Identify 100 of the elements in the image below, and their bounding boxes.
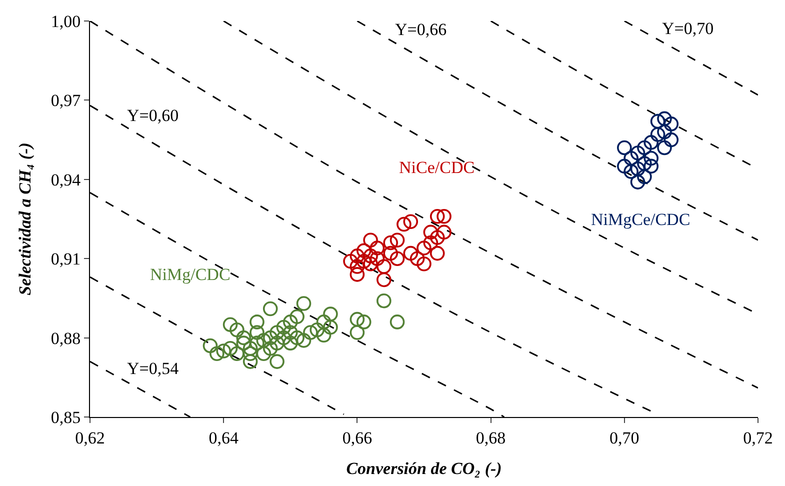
point xyxy=(617,158,632,174)
point xyxy=(230,322,244,338)
point xyxy=(650,127,666,142)
x-tick-label: 0,68 xyxy=(476,428,506,448)
point xyxy=(222,340,238,356)
point xyxy=(276,330,292,346)
point xyxy=(323,306,338,322)
y-tick-label: 0,91 xyxy=(50,250,81,269)
point xyxy=(403,246,418,261)
point xyxy=(423,224,438,240)
point xyxy=(356,243,372,258)
point xyxy=(296,296,312,311)
point xyxy=(410,251,425,266)
point xyxy=(283,325,298,340)
series-label: Y=0,66 xyxy=(395,20,447,39)
point xyxy=(350,312,365,327)
point xyxy=(283,336,298,350)
point xyxy=(376,272,392,288)
point xyxy=(664,132,679,148)
line-series xyxy=(356,21,758,241)
point xyxy=(657,124,672,140)
point xyxy=(630,174,646,190)
y-axis-title: Selectividad a CH₄ (-) xyxy=(15,142,34,296)
point xyxy=(276,320,292,335)
series-label: Y=0,70 xyxy=(662,19,714,38)
point xyxy=(396,216,412,232)
point xyxy=(416,256,432,272)
point xyxy=(343,254,358,269)
point xyxy=(657,111,672,126)
x-axis-title: Conversión de CO₂ (-) xyxy=(346,458,502,478)
point xyxy=(644,158,659,174)
point xyxy=(390,314,405,330)
point xyxy=(296,333,312,348)
point xyxy=(383,246,398,261)
text: NiMg/CDC xyxy=(150,265,230,284)
point xyxy=(376,259,392,274)
y-tick-label: 0,85 xyxy=(50,408,81,427)
x-tick-label: 0,72 xyxy=(743,428,773,448)
x-tick-label: 0,64 xyxy=(208,428,239,448)
point xyxy=(430,208,445,224)
x-tick-label: 0,66 xyxy=(342,428,372,448)
point xyxy=(262,330,278,346)
text: NiCe/CDC xyxy=(399,158,475,177)
point xyxy=(242,354,258,369)
point xyxy=(644,150,659,166)
point xyxy=(356,254,372,269)
point xyxy=(283,314,298,330)
point xyxy=(350,325,365,340)
point xyxy=(624,150,638,166)
point xyxy=(664,116,679,132)
point xyxy=(650,114,666,129)
point xyxy=(270,336,284,350)
y-tick-label: 0,88 xyxy=(50,328,81,348)
point xyxy=(242,340,258,356)
point xyxy=(270,325,284,340)
point xyxy=(630,146,646,160)
point xyxy=(383,235,398,250)
point xyxy=(637,169,652,184)
point xyxy=(316,314,332,330)
point xyxy=(290,330,304,346)
point xyxy=(262,340,278,356)
point xyxy=(644,135,659,150)
point xyxy=(376,293,392,308)
point xyxy=(222,317,238,332)
point xyxy=(356,314,372,330)
point xyxy=(216,344,231,358)
point xyxy=(290,309,304,324)
point xyxy=(202,338,218,354)
point xyxy=(637,140,652,156)
point xyxy=(256,346,272,362)
point xyxy=(236,330,252,346)
point xyxy=(436,224,452,240)
series-label: NiMgCe/CDC xyxy=(591,210,690,229)
point xyxy=(262,301,278,316)
point xyxy=(350,259,365,274)
point xyxy=(436,208,452,224)
y-tick-label: 0,97 xyxy=(50,91,82,110)
series-label: Y=0,60 xyxy=(127,106,179,125)
point xyxy=(363,248,378,264)
series-label: Y=0,54 xyxy=(127,359,180,378)
point xyxy=(390,232,405,248)
point xyxy=(210,346,224,362)
point xyxy=(370,240,385,256)
point xyxy=(624,164,638,179)
point xyxy=(316,328,332,343)
point xyxy=(430,246,445,261)
point xyxy=(370,251,385,266)
point xyxy=(657,140,672,156)
point xyxy=(430,230,445,245)
point xyxy=(323,320,338,335)
point xyxy=(303,325,318,340)
point xyxy=(363,256,378,272)
point xyxy=(250,314,264,330)
point xyxy=(630,161,646,176)
point xyxy=(617,140,632,156)
point xyxy=(423,235,438,250)
point xyxy=(230,346,244,362)
point xyxy=(250,325,264,340)
point xyxy=(270,354,284,369)
point xyxy=(390,251,405,266)
